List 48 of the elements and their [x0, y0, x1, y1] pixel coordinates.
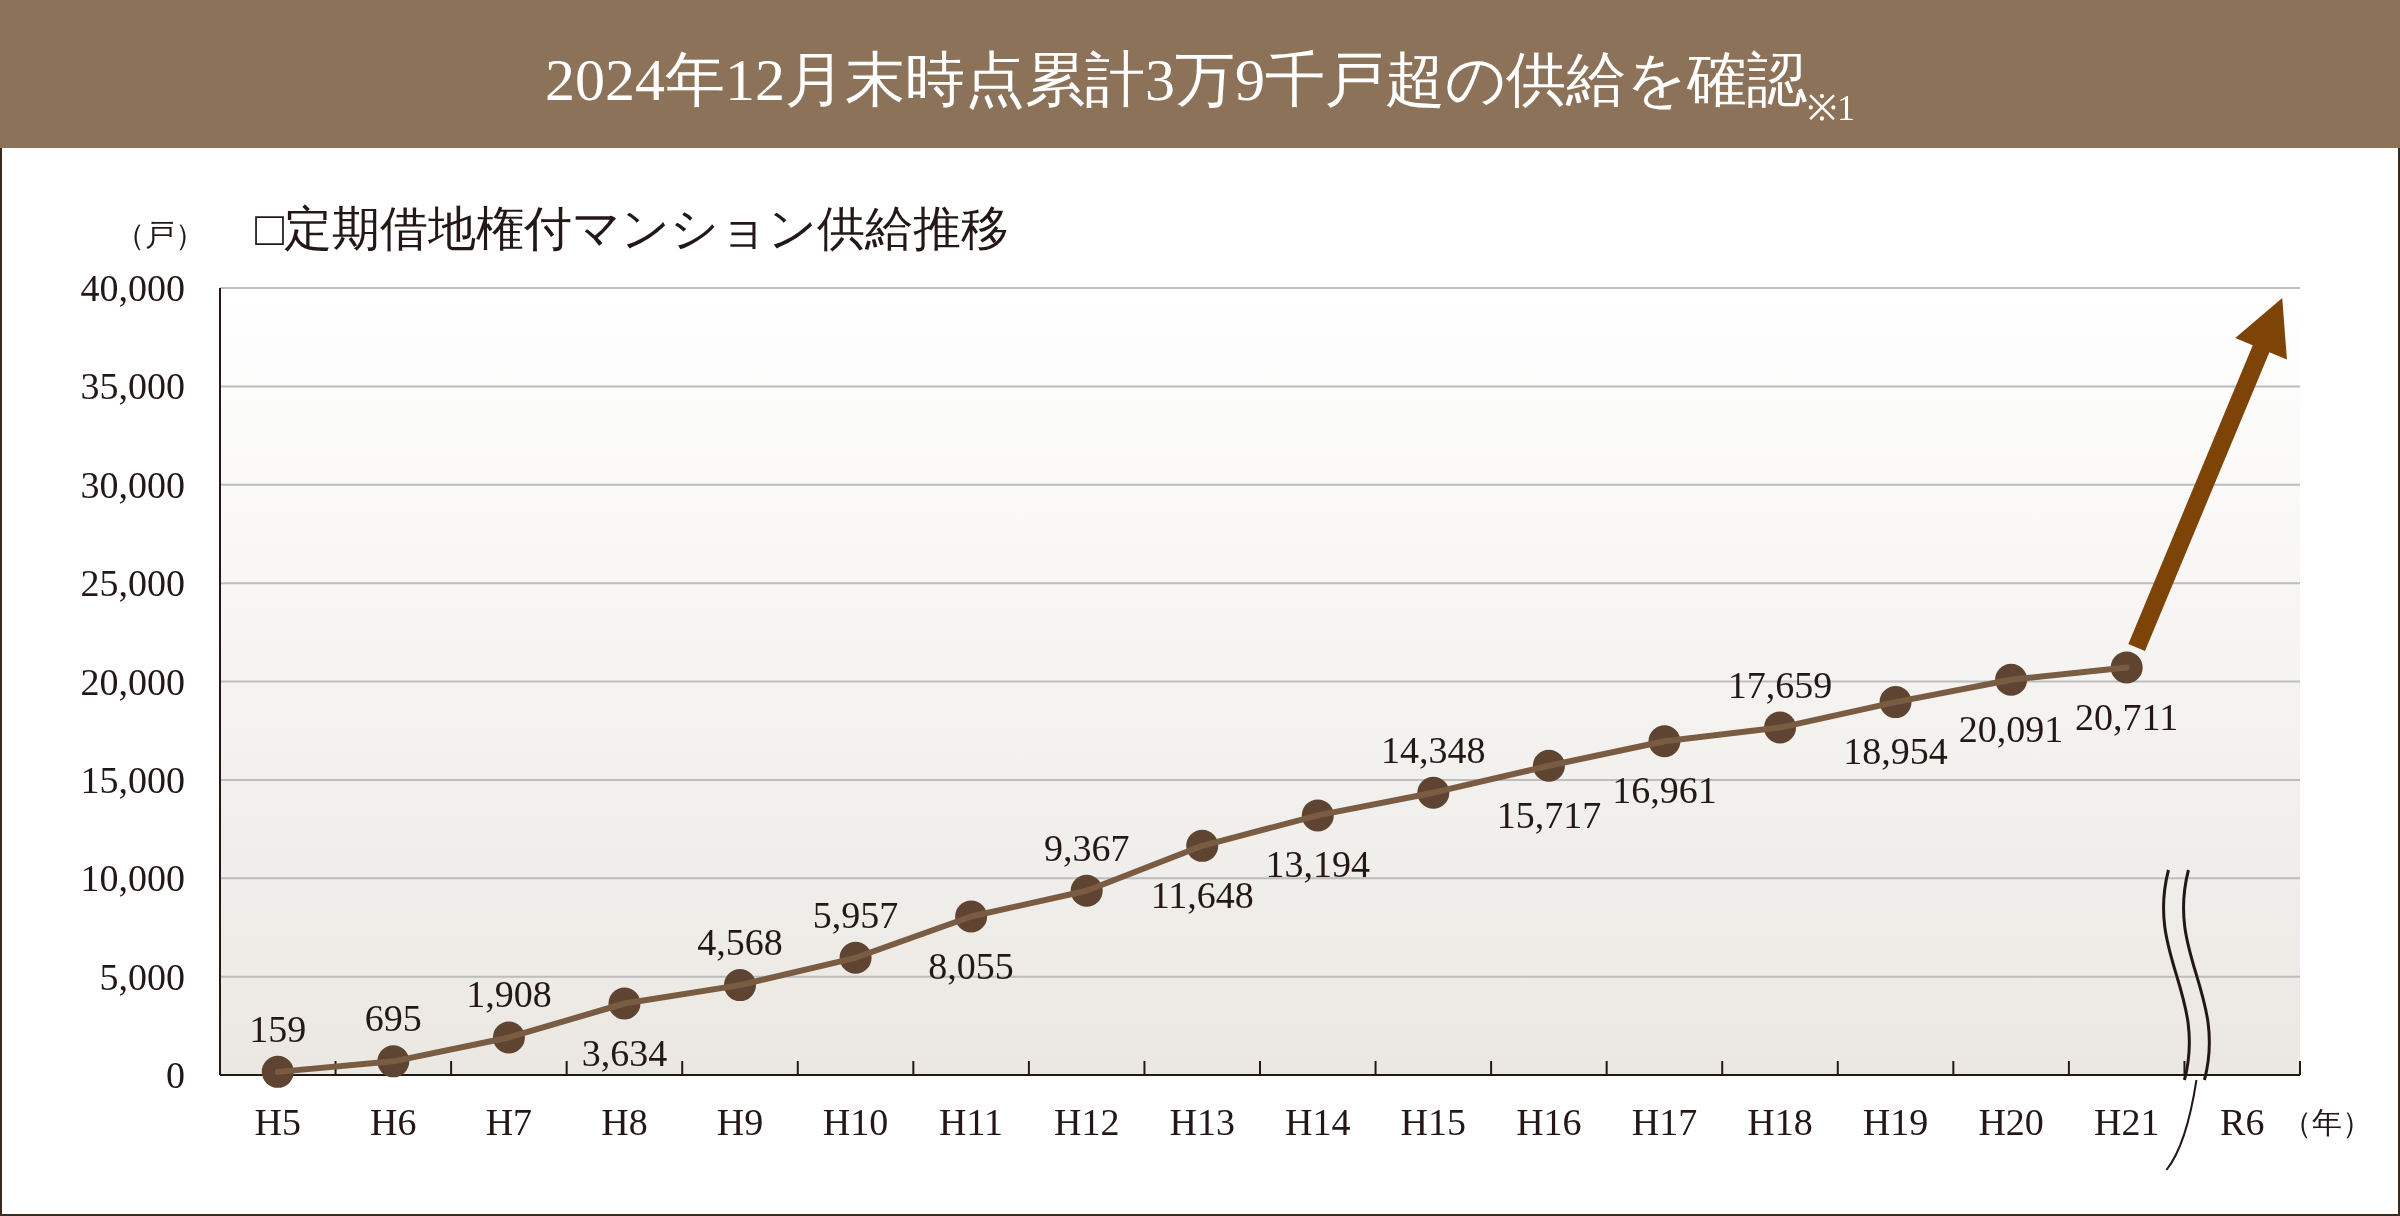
x-tick-label: H12 [1053, 1101, 1120, 1143]
x-tick-label: R6 [2220, 1101, 2265, 1143]
x-tick-label: H18 [1747, 1101, 1813, 1143]
x-tick-label: H10 [822, 1101, 889, 1143]
data-label: 13,194 [1265, 843, 1371, 886]
data-label: 159 [249, 1007, 307, 1050]
x-tick-label: H9 [716, 1101, 764, 1143]
data-label: 20,711 [2075, 695, 2179, 738]
y-tick-label: 35,000 [80, 365, 185, 408]
x-tick-label: H17 [1631, 1101, 1698, 1143]
data-label: 14,348 [1381, 728, 1486, 771]
data-label: 5,957 [812, 893, 899, 936]
x-tick-label: H19 [1862, 1101, 1929, 1143]
data-label: 16,961 [1612, 769, 1717, 812]
y-tick-label: 25,000 [80, 562, 185, 605]
data-label: 15,717 [1496, 793, 1602, 836]
data-label: 695 [364, 997, 422, 1040]
data-label: 8,055 [928, 944, 1014, 987]
chart-subtitle: □定期借地権付マンション供給推移 [255, 202, 1009, 255]
y-tick-label: 15,000 [80, 758, 185, 801]
x-tick-label: H21 [2093, 1101, 2160, 1143]
x-tick-label: H8 [601, 1101, 648, 1143]
y-tick-label: 20,000 [80, 660, 185, 703]
x-tick-label: H14 [1285, 1101, 1351, 1143]
data-label: 11,648 [1150, 873, 1254, 916]
x-tick-label: H6 [370, 1101, 417, 1143]
data-label: 9,367 [1043, 826, 1130, 869]
y-tick-label: 0 [166, 1054, 185, 1096]
x-tick-label: H13 [1169, 1101, 1235, 1143]
data-label: 17,659 [1727, 663, 1833, 706]
y-tick-label: 40,000 [80, 267, 185, 309]
x-tick-label: H11 [939, 1101, 1004, 1143]
data-label: 4,568 [697, 921, 783, 964]
data-label: 3,634 [581, 1031, 668, 1074]
y-axis-title: （戸） [115, 218, 205, 251]
y-tick-label: 5,000 [99, 955, 185, 998]
x-tick-label: H16 [1516, 1101, 1582, 1143]
y-tick-label: 30,000 [80, 463, 185, 506]
y-tick-label: 10,000 [80, 857, 185, 900]
x-tick-label: H5 [254, 1101, 301, 1143]
chart-title: 2024年12月末時点累計3万9千戸超の供給を確認$_{※1}$ [545, 47, 1855, 128]
data-label: 1,908 [466, 973, 552, 1016]
x-tick-label: H20 [1978, 1101, 2044, 1143]
data-label: 20,091 [1958, 707, 2064, 750]
x-tick-label: H7 [485, 1101, 533, 1143]
x-tick-label: H15 [1400, 1101, 1467, 1143]
data-label: 18,954 [1843, 730, 1948, 773]
x-axis-title: （年） [2282, 1106, 2373, 1139]
